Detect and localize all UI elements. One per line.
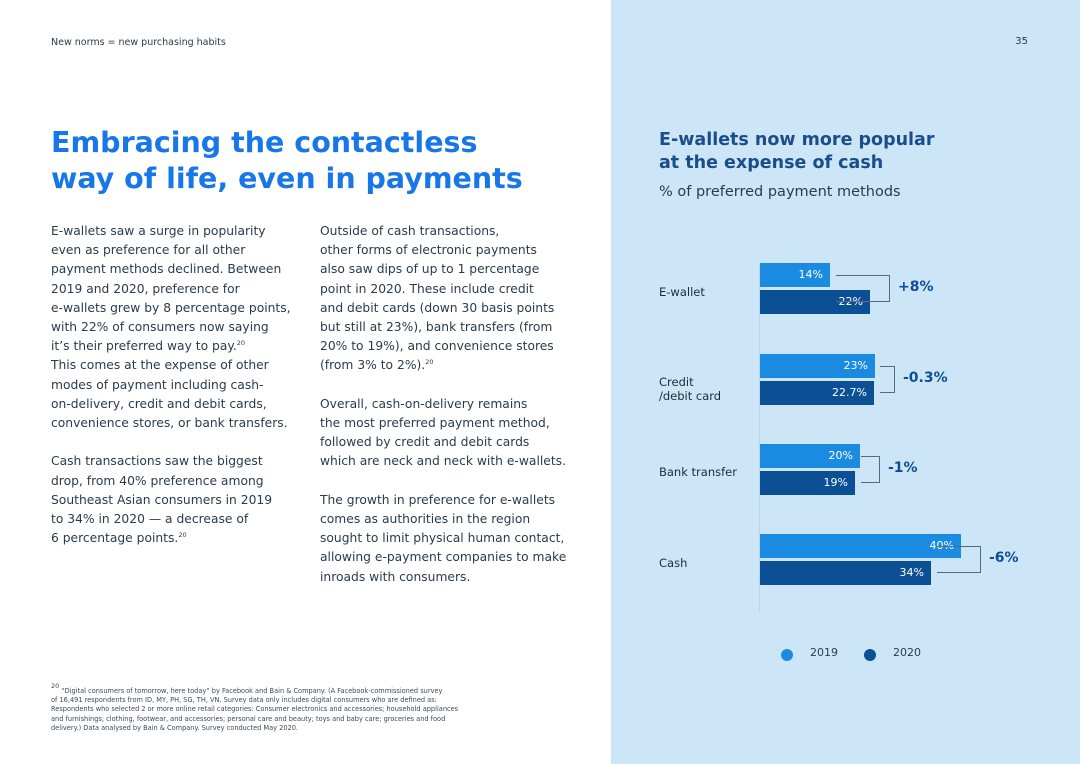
paragraph-gap [51,433,306,452]
bar-2019: 14% [760,263,830,287]
section-header: New norms = new purchasing habits [51,37,226,48]
body-column-1: E-wallets saw a surge in popularity even… [51,222,306,548]
footnote-line: delivery.) Data analysed by Bain & Compa… [51,723,299,732]
footnote-ref: 20 [178,531,187,540]
body-line: it’s their preferred way to pay.20 [51,337,306,356]
body-line: (from 3% to 2%).20 [320,356,590,375]
body-line: to 34% in 2020 — a decrease of [51,512,249,527]
page-title: Embracing the contactless way of life, e… [51,125,591,197]
bar-2020: 34% [760,561,931,585]
page-number: 35 [1015,36,1028,47]
legend-label-2019: 2019 [810,646,838,659]
body-text: it’s their preferred way to pay. [51,339,237,354]
body-line: Outside of cash transactions, [320,224,500,238]
chart-axis-line [759,263,760,611]
chart-title: E-wallets now more popular at the expens… [659,129,935,175]
bar-2020: 19% [760,471,855,495]
footnote-text: “Digital consumers of tomorrow, here tod… [61,687,443,695]
body-line: The growth in preference for e-wallets [320,492,556,507]
legend-label-2020: 2020 [893,646,921,659]
body-line: Cash transactions saw the biggest [51,454,263,469]
chart-subtitle: % of preferred payment methods [659,184,901,200]
bar-2019: 20% [760,444,860,468]
legend-marker-2019 [781,649,793,661]
body-line: This comes at the expense of other [51,358,269,373]
change-label: -0.3% [903,370,948,386]
footnote: 20 “Digital consumers of tomorrow, here … [51,683,531,733]
footnote-line: and furnishings; clothing, footwear, and… [51,714,446,723]
body-line: allowing e-payment companies to make [320,550,567,565]
bar-2019: 40% [760,534,961,558]
paragraph-gap [320,472,590,491]
body-line: point in 2020. These include credit [320,281,534,296]
chart-title-line: at the expense of cash [659,153,884,173]
footnote-line: of 16,491 respondents from ID, MY, PH, S… [51,696,437,705]
page-title-line: Embracing the contactless [51,126,478,159]
footnote-line: 20 “Digital consumers of tomorrow, here … [51,683,531,696]
body-line: Southeast Asian consumers in 2019 [51,492,273,507]
body-line: inroads with consumers. [320,569,471,584]
body-line: with 22% of consumers now saying [51,320,269,335]
legend-marker-2020 [864,649,876,661]
body-line: Overall, cash-on-delivery remains [320,396,528,411]
body-line: e-wallets grew by 8 percentage points, [51,300,291,315]
bar-2019: 23% [760,354,875,378]
body-line: but still at 23%), bank transfers (from [320,320,553,335]
body-line: modes of payment including cash- [51,377,264,392]
paragraph-gap [320,376,590,395]
body-line: 2019 and 2020, preference for [51,281,240,296]
category-label: Cash [659,556,688,570]
change-label: -1% [888,460,918,476]
footnote-line: Respondents who selected 2 or more onlin… [51,705,459,714]
chart-title-line: E-wallets now more popular [659,130,935,150]
body-line: E-wallets saw a surge in popularity [51,224,266,238]
left-panel: New norms = new purchasing habits Embrac… [51,37,591,733]
change-bracket [836,275,890,302]
body-line: even as preference for all other [51,243,246,258]
category-label: Credit/debit card [659,375,722,403]
bar-2020: 22.7% [760,381,874,405]
change-label: +8% [898,279,934,295]
change-bracket [861,456,880,483]
bar-2020: 22% [760,290,870,314]
change-bracket [880,366,895,393]
footnote-marker: 20 [51,682,60,690]
category-label: E-wallet [659,285,705,299]
footnote-ref: 20 [236,339,246,348]
footnote-ref: 20 [425,358,434,367]
body-line: comes as authorities in the region [320,512,531,527]
change-bracket [937,546,981,573]
body-line: 20% to 19%), and convenience stores [320,339,554,354]
body-line: convenience stores, or bank transfers. [51,416,288,431]
body-line: the most preferred payment method, [320,416,550,431]
body-line: payment methods declined. Between [51,262,282,277]
body-line: also saw dips of up to 1 percentage [320,262,540,277]
category-label: Bank transfer [659,465,737,479]
body-text: 6 percentage points. [51,531,179,546]
body-line: drop, from 40% preference among [51,473,264,488]
body-line: sought to limit physical human contact, [320,531,565,546]
change-label: -6% [989,550,1019,566]
body-column-2: Outside of cash transactions, other form… [320,222,590,587]
body-line: on-delivery, credit and debit cards, [51,396,267,411]
body-text: (from 3% to 2%). [320,358,426,373]
body-line: which are neck and neck with e-wallets. [320,454,566,469]
body-line: and debit cards (down 30 basis points [320,300,555,315]
body-line: other forms of electronic payments [320,243,537,258]
body-line: followed by credit and debit cards [320,435,530,450]
page-title-line: way of life, even in payments [51,162,523,195]
body-line: 6 percentage points.20 [51,529,306,548]
